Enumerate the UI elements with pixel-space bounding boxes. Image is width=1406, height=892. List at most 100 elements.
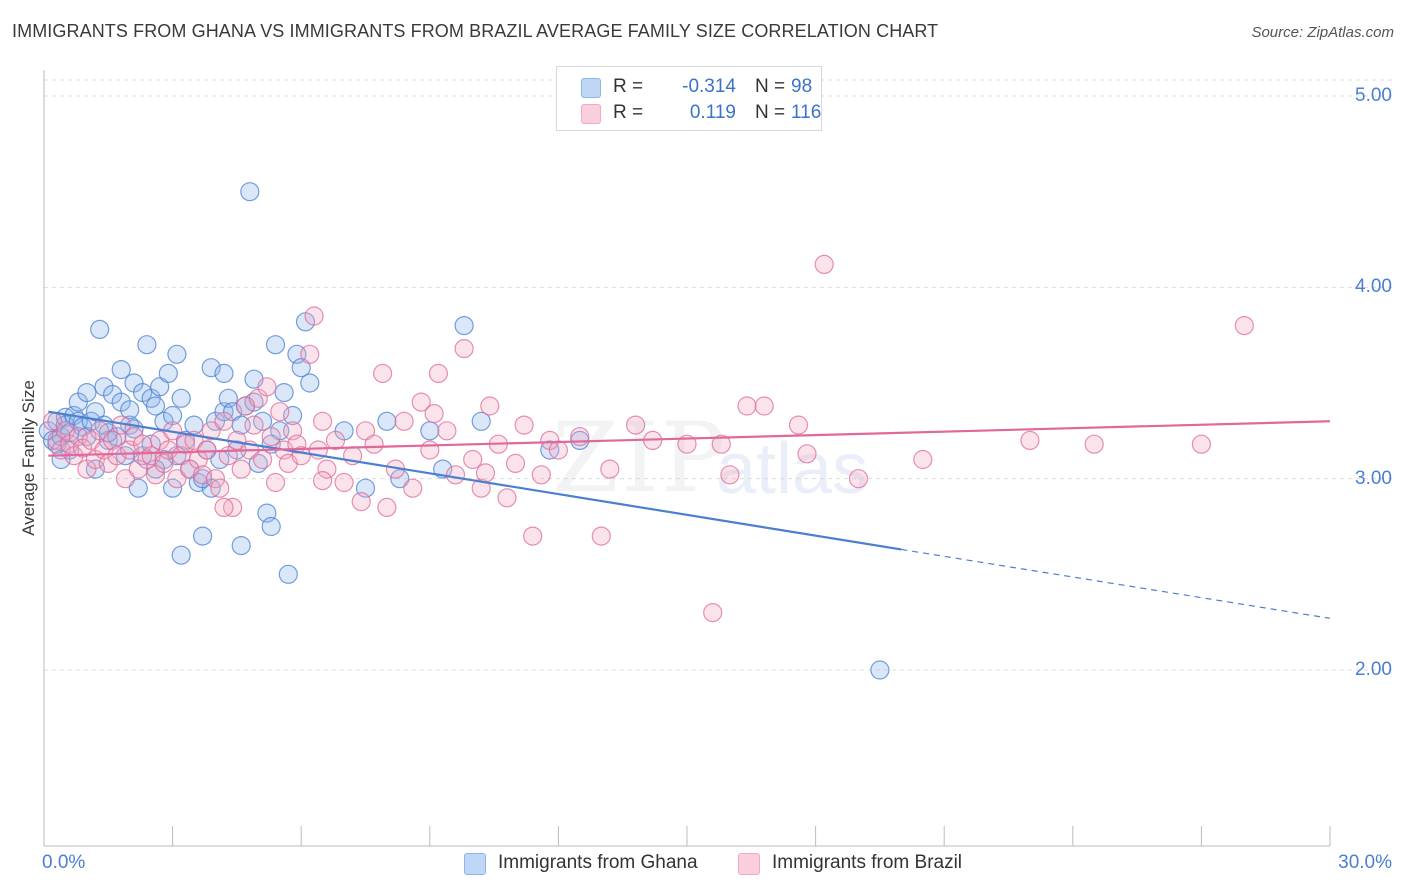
data-point-brazil (411, 392, 431, 412)
trend-line-brazil (48, 420, 1331, 457)
data-point-brazil (711, 434, 731, 454)
chart-source: Source: ZipAtlas.com (1251, 24, 1394, 41)
data-point-brazil (253, 449, 273, 470)
bottom-legend-label-brazil: Immigrants from Brazil (772, 852, 963, 873)
data-point-brazil (497, 488, 517, 508)
data-point-ghana (111, 360, 131, 380)
data-point-brazil (214, 411, 234, 431)
data-point-brazil (548, 440, 569, 460)
data-point-ghana (300, 373, 320, 393)
data-point-brazil (364, 434, 384, 454)
data-point-ghana (201, 358, 221, 378)
data-point-brazil (475, 463, 496, 483)
data-point-brazil (454, 339, 474, 359)
data-point-ghana (90, 319, 110, 339)
data-point-brazil (231, 459, 251, 479)
data-point-brazil (797, 444, 817, 464)
data-point-ghana (261, 516, 281, 537)
data-point-brazil (210, 478, 230, 498)
data-point-ghana (120, 400, 140, 420)
data-point-brazil (531, 465, 551, 485)
data-point-brazil (351, 492, 371, 512)
data-point-ghana (870, 660, 890, 680)
data-point-brazil (720, 465, 740, 485)
legend-r-value: -0.314 (682, 76, 736, 97)
data-point-brazil (205, 469, 226, 489)
data-point-brazil (355, 421, 376, 441)
x-tick-label-min: 0.0% (42, 852, 86, 873)
data-point-brazil (420, 440, 440, 460)
correlation-legend: R = -0.314 N = 98 R = 0.119 N = 116 (556, 66, 822, 131)
data-point-brazil (270, 402, 290, 422)
data-point-brazil (90, 421, 110, 441)
data-point-brazil (463, 449, 483, 470)
data-point-brazil (244, 415, 264, 435)
legend-swatch-ghana (581, 78, 601, 98)
data-point-ghana (278, 564, 298, 584)
data-point-brazil (1191, 434, 1212, 454)
data-point-brazil (261, 427, 281, 447)
data-point-ghana (283, 405, 303, 426)
data-point-brazil (505, 453, 526, 473)
bottom-legend-swatch-brazil (738, 853, 760, 875)
data-point-brazil (317, 459, 337, 479)
data-point-brazil (115, 469, 136, 489)
data-point-brazil (437, 421, 457, 441)
data-point-brazil (428, 363, 448, 383)
bottom-legend-swatch-ghana (464, 853, 486, 875)
data-point-brazil (107, 446, 127, 466)
legend-n-label: N = (755, 76, 786, 97)
data-point-brazil (373, 363, 393, 383)
data-point-brazil (625, 415, 646, 435)
y-tick-label: 3.00 (1355, 467, 1392, 489)
data-point-brazil (471, 478, 491, 498)
data-point-brazil (600, 459, 620, 479)
data-point-ghana (137, 335, 157, 355)
data-point-ghana (171, 388, 191, 408)
data-point-ghana (193, 526, 213, 546)
data-point-ghana (420, 421, 440, 441)
data-point-brazil (1234, 316, 1254, 336)
data-point-brazil (754, 396, 774, 416)
data-point-brazil (523, 526, 543, 546)
legend-r-value: 0.119 (689, 102, 736, 123)
data-point-ghana (390, 469, 410, 489)
watermark-atlas: atlas (716, 429, 869, 509)
data-point-ghana (214, 363, 234, 383)
data-point-brazil (167, 469, 187, 489)
data-point-brazil (1020, 430, 1040, 450)
data-point-brazil (737, 396, 757, 416)
data-point-brazil (313, 411, 333, 431)
data-point-ghana (265, 335, 286, 355)
data-point-ghana (150, 377, 170, 397)
legend-n-value: 116 (791, 102, 822, 123)
data-point-ghana (171, 545, 191, 565)
data-point-brazil (197, 440, 217, 460)
data-point-brazil (445, 465, 466, 485)
x-tick-label-max: 30.0% (1338, 852, 1392, 873)
legend-swatch-brazil (581, 104, 601, 124)
data-point-brazil (257, 377, 277, 397)
data-point-brazil (201, 421, 221, 441)
bottom-legend-label-ghana: Immigrants from Ghana (498, 852, 698, 873)
data-point-brazil (304, 306, 324, 326)
data-point-brazil (403, 478, 423, 498)
data-point-brazil (591, 526, 611, 546)
data-point-ghana (163, 405, 183, 426)
data-point-ghana (163, 478, 183, 498)
data-point-brazil (325, 430, 346, 450)
data-point-ghana (240, 182, 260, 202)
data-point-ghana (77, 383, 97, 403)
data-point-brazil (788, 415, 809, 435)
data-point-brazil (265, 472, 286, 493)
data-point-ghana (145, 396, 166, 416)
data-point-ghana (167, 344, 187, 364)
watermark-zip: ZIP (552, 402, 728, 514)
data-point-brazil (313, 471, 333, 491)
data-point-ghana (274, 383, 294, 403)
data-point-brazil (377, 497, 397, 517)
legend-r-label: R = (613, 102, 644, 123)
data-point-ghana (454, 316, 474, 336)
trend-line-ghana-extension (901, 548, 1331, 619)
